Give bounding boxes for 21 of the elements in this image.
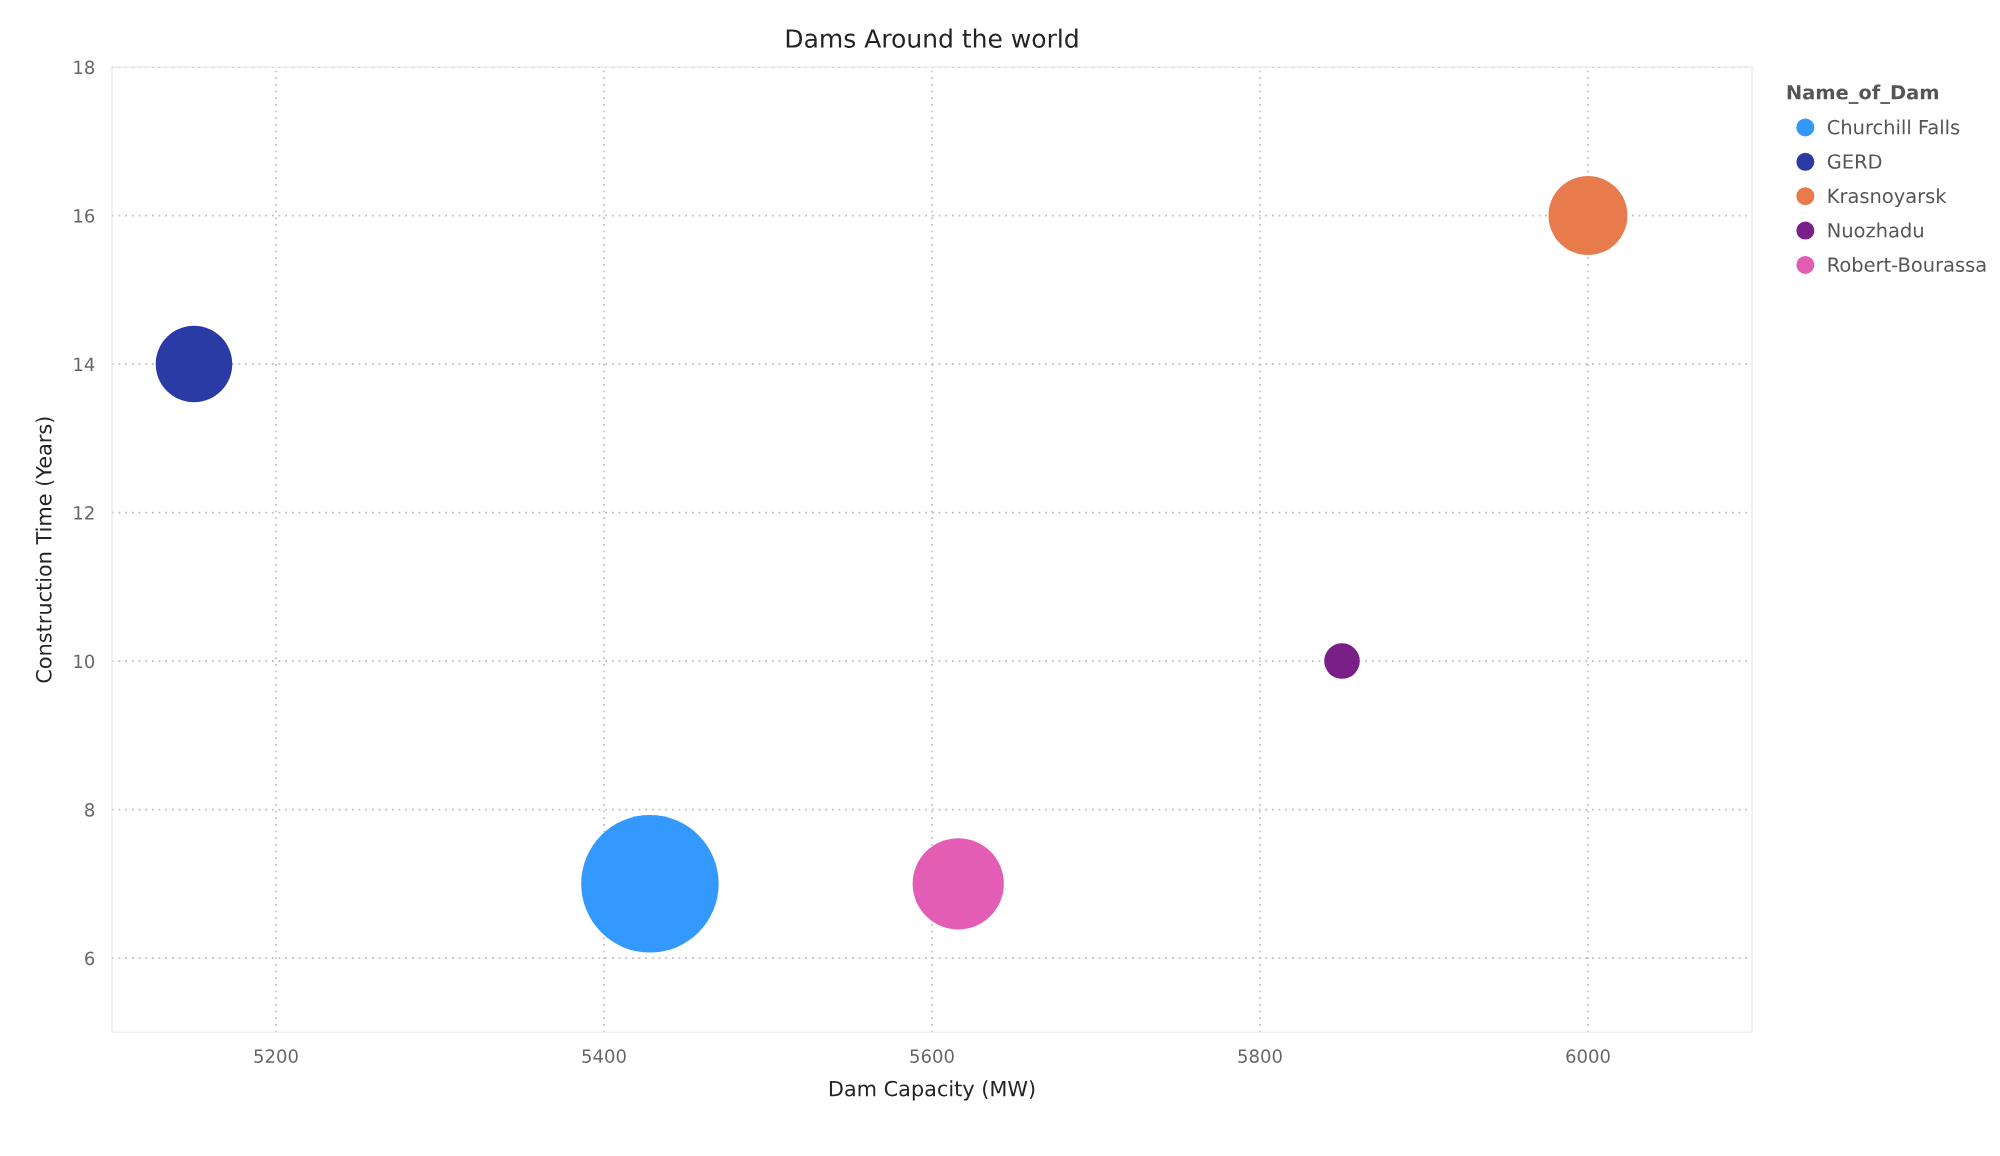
legend-label: Nuozhadu (1828, 222, 1923, 238)
x-tick-label: 6000 (1566, 1049, 1610, 1063)
y-tick-label: 8 (85, 803, 95, 817)
y-tick-label: 10 (74, 654, 95, 669)
x-tick-label: 5600 (910, 1049, 954, 1063)
x-tick-label: 5400 (582, 1049, 626, 1063)
x-tick-label: 5800 (1238, 1049, 1282, 1063)
y-tick-label: 12 (74, 506, 94, 520)
chart-title: Dams Around the world (786, 28, 1078, 48)
x-axis-title: Dam Capacity (MW) (829, 1080, 1035, 1101)
legend-label: GERD (1827, 154, 1882, 169)
legend-label: Robert-Bourassa (1828, 256, 1986, 273)
legend-label: Churchill Falls (1827, 119, 1960, 135)
legend-title: Name_of_Dam (1787, 84, 1938, 104)
legend-label: Krasnoyarsk (1828, 188, 1947, 208)
y-tick-label: 16 (74, 209, 95, 223)
y-tick-label: 14 (74, 357, 95, 371)
y-tick-label: 6 (85, 951, 95, 966)
x-tick-label: 5200 (254, 1049, 298, 1063)
y-tick-label: 18 (74, 60, 95, 75)
y-axis-title: Construction Time (Years) (35, 417, 55, 683)
